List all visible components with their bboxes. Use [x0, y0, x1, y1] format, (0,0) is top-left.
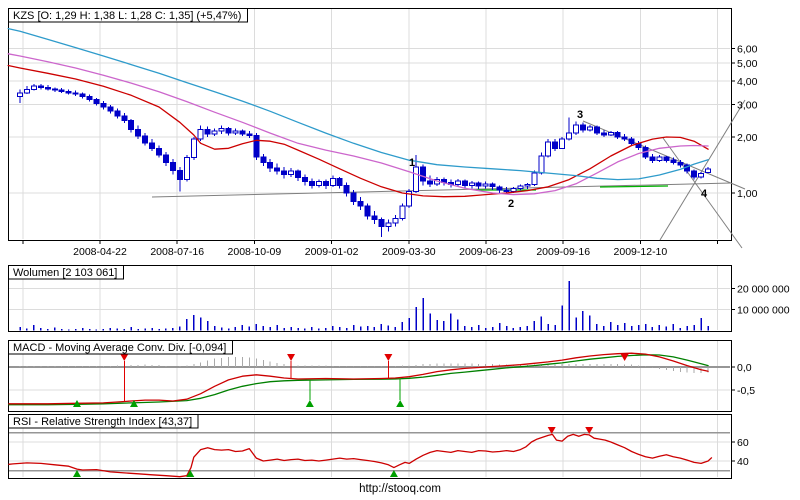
axis-tick-label: 0,0 [737, 362, 752, 374]
date-label: 2009-09-16 [536, 246, 590, 258]
date-label: 2008-04-22 [73, 246, 127, 258]
macd-panel [8, 352, 730, 407]
rsi-line [8, 433, 713, 478]
wave-label-2: 2 [508, 198, 514, 210]
rsi-panel-title-box [9, 415, 199, 429]
fan-down-line [662, 137, 743, 249]
macd-line [8, 352, 709, 405]
date-label: 2009-06-23 [459, 246, 513, 258]
axis-tick-label: 6,00 [737, 43, 758, 55]
panel-frames [8, 8, 732, 479]
volume-panel-title: Wolumen [2 103 061] [13, 267, 117, 279]
price-panel-title: KZS [O: 1,29 H: 1,38 L: 1,28 C: 1,35] (+… [13, 10, 241, 22]
axis-tick-label: 5,00 [737, 58, 758, 70]
macd-signal-line [8, 354, 709, 406]
candlestick-series [17, 84, 712, 238]
ma-fast [7, 64, 709, 198]
green-support-segment [599, 185, 669, 188]
axis-tick-label: 2,00 [737, 132, 758, 144]
rsi-panel-title: RSI - Relative Strength Index [43,37] [13, 416, 192, 428]
axis-tick-label: 1,00 [737, 188, 758, 200]
ma-slow [7, 27, 709, 181]
date-label: 2009-12-10 [614, 246, 668, 258]
date-label: 2009-01-02 [305, 246, 359, 258]
wave-label-4: 4 [701, 188, 708, 200]
fan-up-line [659, 99, 746, 241]
axis-tick-label: 40 [737, 456, 749, 468]
gridlines [9, 9, 730, 477]
axis-tick-label: 20 000 000 [737, 284, 790, 296]
ma-medium [7, 53, 709, 196]
chart-render-layer: 1 2 3 4 6,00 5,00 4,00 3,00 2,00 1,00 20 000 000 10… [7, 8, 790, 479]
volume-panel [19, 281, 709, 331]
macd-panel-title-box [9, 341, 233, 355]
axis-tick-label: -0,5 [737, 385, 755, 397]
date-label: 2009-03-30 [382, 246, 436, 258]
date-label: 2008-10-09 [228, 246, 282, 258]
macd-panel-title: MACD - Moving Average Conv. Div. [-0,094… [13, 342, 226, 354]
date-label: 2008-07-16 [150, 246, 204, 258]
price-panel-title-box [9, 9, 248, 23]
wave-label-1: 1 [409, 157, 415, 169]
wave-label-3: 3 [577, 109, 583, 121]
axis-tick-label: 4,00 [737, 76, 758, 88]
rsi-panel [8, 427, 730, 478]
support-line [151, 182, 732, 198]
axis-labels: 6,00 5,00 4,00 3,00 2,00 1,00 20 000 000 10 000… [9, 9, 790, 468]
footer-url: http://stooq.com [359, 483, 441, 495]
volume-panel-title-box [9, 266, 124, 280]
axis-tick-label: 3,00 [737, 99, 758, 111]
price-panel: 1 2 3 4 [7, 27, 746, 249]
axis-tick-label: 10 000 000 [737, 305, 790, 317]
axis-tick-label: 60 [737, 437, 749, 449]
